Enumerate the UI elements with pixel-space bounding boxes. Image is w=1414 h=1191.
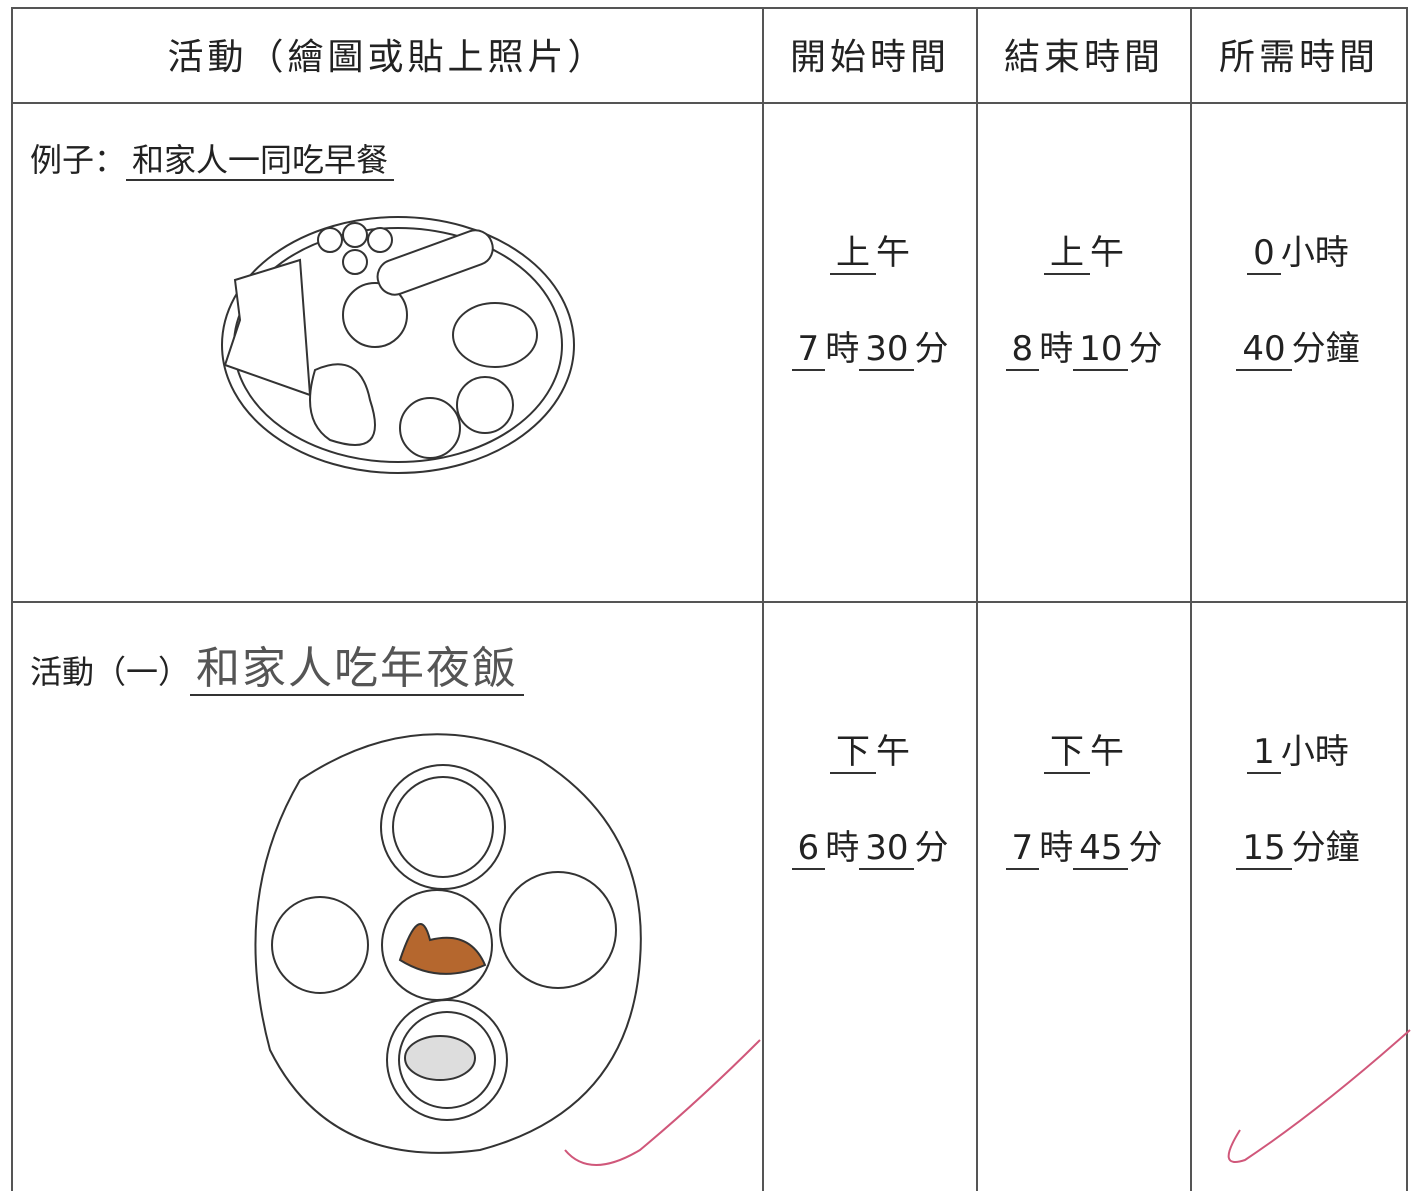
filled-blank: 40 <box>1236 329 1292 371</box>
filled-blank: 6 <box>791 828 826 870</box>
dinner-drawing <box>254 733 642 1154</box>
time-line: 下午 <box>763 724 977 774</box>
unit: 午 <box>876 233 910 273</box>
time-line: 上午 <box>763 225 977 275</box>
unit: 時 <box>1039 329 1074 369</box>
filled-blank: 上 <box>830 233 876 275</box>
time-line: 15 分鐘 <box>1191 820 1405 870</box>
row-label: 例子： <box>30 141 127 179</box>
time-line: 下午 <box>977 724 1191 774</box>
breakfast-drawing <box>221 216 575 474</box>
unit: 小時 <box>1280 732 1349 772</box>
time-line: 上午 <box>977 225 1191 275</box>
activity-name: 和家人吃年夜飯 <box>190 643 525 696</box>
activity-name: 和家人一同吃早餐 <box>126 141 395 181</box>
filled-blank: 7 <box>1005 828 1040 870</box>
filled-blank: 10 <box>1073 329 1129 371</box>
filled-blank: 30 <box>859 329 915 371</box>
unit: 分 <box>1128 329 1163 369</box>
header-cell: 活動（繪圖或貼上照片） <box>167 37 608 78</box>
unit: 分鐘 <box>1291 828 1360 868</box>
unit: 午 <box>1090 732 1124 772</box>
filled-blank: 1 <box>1247 732 1281 774</box>
activity-label: 例子： 和家人一同吃早餐 <box>30 135 395 181</box>
filled-blank: 45 <box>1073 828 1129 870</box>
filled-blank: 下 <box>830 732 876 774</box>
unit: 小時 <box>1280 233 1349 273</box>
activity-label: 活動（一） 和家人吃年夜飯 <box>30 632 525 696</box>
time-line: 7 時 45 分 <box>977 820 1191 870</box>
unit: 分 <box>1128 828 1163 868</box>
header-cell: 所需時間 <box>1218 37 1379 78</box>
time-line: 6 時 30 分 <box>763 820 977 870</box>
header-cell: 結束時間 <box>1003 37 1164 78</box>
filled-blank: 7 <box>791 329 826 371</box>
filled-blank: 30 <box>859 828 915 870</box>
header-cell: 開始時間 <box>789 37 950 78</box>
row-label: 活動（一） <box>30 653 191 691</box>
time-line: 7 時 30 分 <box>763 321 977 371</box>
unit: 分鐘 <box>1291 329 1360 369</box>
unit: 時 <box>825 329 860 369</box>
unit: 午 <box>1090 233 1124 273</box>
filled-blank: 8 <box>1005 329 1040 371</box>
time-line: 1 小時 <box>1191 724 1405 774</box>
unit: 時 <box>1039 828 1074 868</box>
unit: 午 <box>876 732 910 772</box>
filled-blank: 0 <box>1247 233 1281 275</box>
unit: 分 <box>914 329 949 369</box>
filled-blank: 下 <box>1044 732 1090 774</box>
time-line: 40 分鐘 <box>1191 321 1405 371</box>
unit: 時 <box>825 828 860 868</box>
time-line: 0 小時 <box>1191 225 1405 275</box>
time-line: 8 時 10 分 <box>977 321 1191 371</box>
check-marks <box>564 1029 1411 1166</box>
unit: 分 <box>914 828 949 868</box>
filled-blank: 上 <box>1044 233 1090 275</box>
filled-blank: 15 <box>1236 828 1292 870</box>
